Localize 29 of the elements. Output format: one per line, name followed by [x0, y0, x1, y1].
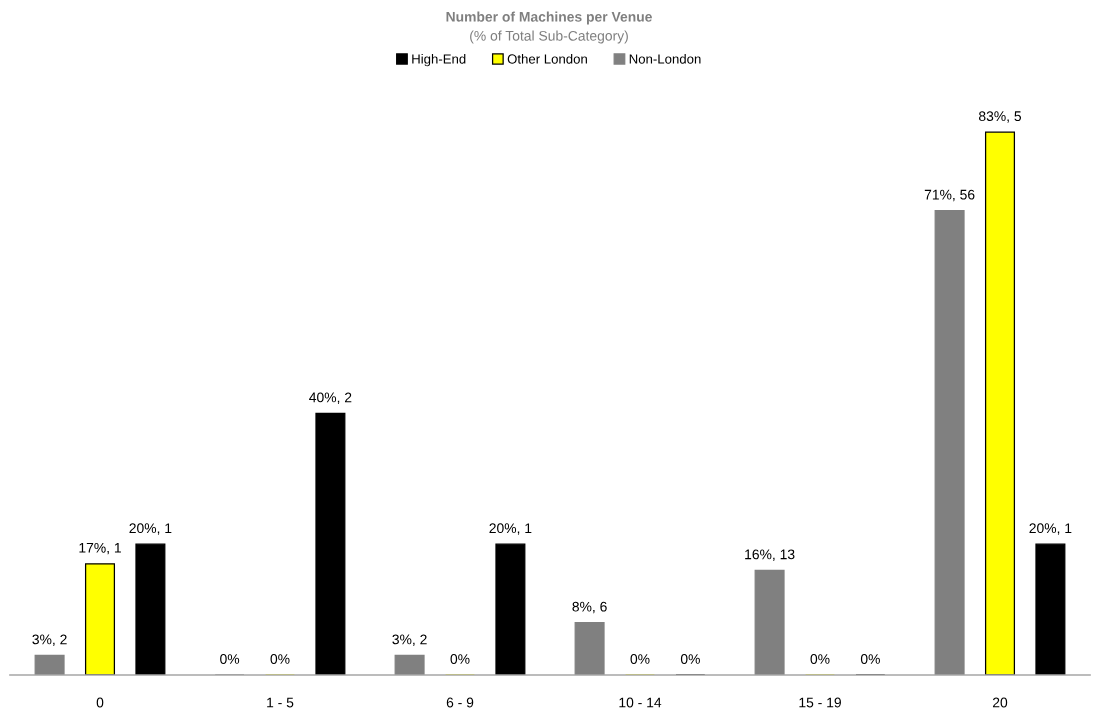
data-label: 20%, 1 [489, 523, 532, 535]
legend-label: High-End [412, 53, 466, 67]
data-label: 20%, 1 [129, 523, 172, 535]
data-label: 0% [680, 654, 700, 664]
data-label: 16%, 13 [745, 549, 795, 561]
chart-title: Number of Machines per Venue [446, 11, 652, 25]
data-label: 0% [860, 654, 880, 664]
x-tick-label: 20 [992, 697, 1008, 708]
data-label: 40%, 2 [309, 392, 352, 404]
x-tick-label: 0 [96, 697, 104, 708]
data-label: 3%, 2 [32, 634, 67, 646]
data-label: 83%, 5 [978, 111, 1022, 123]
x-tick-label: 10 - 14 [619, 697, 662, 708]
data-label: 8%, 6 [572, 601, 607, 614]
data-label: 0% [810, 654, 830, 664]
data-label: 3%, 2 [392, 634, 427, 646]
data-label: 0% [450, 654, 470, 664]
x-tick-label: 6 - 9 [446, 697, 474, 708]
data-label: 0% [270, 654, 290, 664]
x-tick-label: 1 - 5 [267, 697, 294, 708]
data-label: 0% [220, 654, 240, 664]
x-tick-label: 15 - 19 [799, 697, 841, 708]
data-label: 71%, 56 [924, 189, 975, 202]
data-label: 17%, 1 [79, 542, 121, 555]
data-label: 0% [630, 654, 650, 664]
chart-subtitle: (% of Total Sub-Category) [470, 30, 628, 44]
legend-label: Non-London [629, 53, 701, 64]
data-label: 20%, 1 [1029, 523, 1072, 535]
legend-label: Other London [507, 53, 587, 64]
